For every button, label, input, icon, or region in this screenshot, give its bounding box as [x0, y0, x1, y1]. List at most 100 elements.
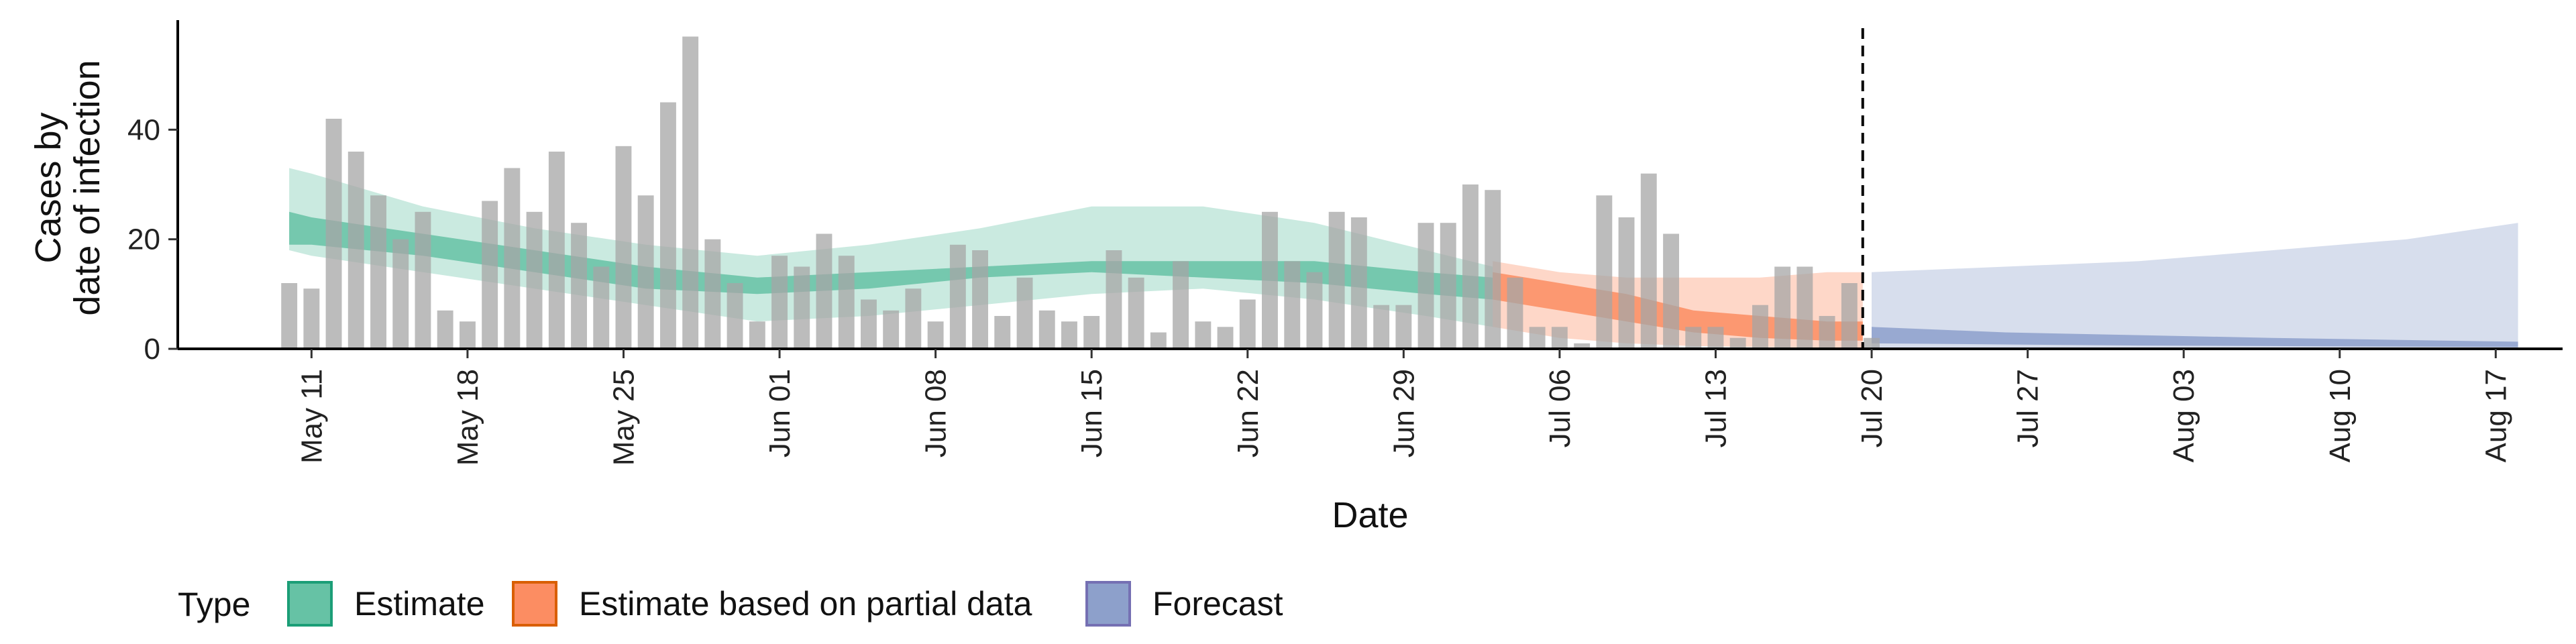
bar: [1685, 327, 1702, 349]
bar: [504, 168, 521, 349]
x-tick-label: Jun 15: [1075, 369, 1108, 458]
bar: [1819, 316, 1835, 349]
x-tick-label: Jul 06: [1544, 369, 1576, 447]
legend-item-label: Forecast: [1152, 585, 1283, 623]
bar: [749, 321, 765, 349]
bar: [1038, 310, 1055, 349]
bar: [1707, 327, 1724, 349]
bar: [1128, 277, 1144, 349]
bar: [1106, 250, 1122, 349]
bar: [1284, 261, 1301, 349]
bar: [1061, 321, 1077, 349]
bar: [816, 233, 833, 349]
bar: [1173, 261, 1189, 349]
band-inner-1: [1493, 272, 1863, 341]
bar: [615, 146, 632, 350]
bar: [1195, 321, 1212, 349]
bar: [1083, 316, 1100, 349]
legend-item-label: Estimate based on partial data: [579, 585, 1032, 623]
x-tick-label: Jun 08: [920, 369, 953, 458]
bar: [771, 256, 788, 349]
x-tick-label: Aug 17: [2479, 369, 2512, 462]
bar: [1417, 223, 1434, 349]
bar: [437, 310, 453, 349]
bar: [704, 239, 721, 349]
bar: [392, 239, 409, 349]
bar: [281, 283, 298, 349]
bar: [994, 316, 1011, 349]
x-tick-label: Jun 22: [1232, 369, 1265, 458]
bar: [794, 266, 810, 349]
bar: [1462, 184, 1479, 349]
x-axis-title: Date: [1332, 495, 1408, 535]
bar: [325, 119, 342, 349]
legend-title: Type: [178, 586, 250, 623]
x-tick-label: May 25: [607, 369, 640, 466]
x-tick-label: Jun 01: [763, 369, 796, 458]
band-outer-2: [1872, 223, 2518, 349]
bar: [571, 223, 587, 349]
legend: Type Estimate Estimate based on partial da…: [178, 581, 1283, 627]
bar: [1752, 305, 1768, 349]
band-inner-2: [1872, 327, 2518, 347]
bar: [1774, 266, 1791, 349]
y-axis-title-line: Cases by: [28, 112, 68, 263]
bar: [1485, 190, 1501, 349]
bar: [1841, 283, 1858, 349]
band-inner-0: [289, 211, 1493, 300]
x-tick-label: Jun 29: [1387, 369, 1420, 458]
bar: [1507, 277, 1523, 349]
bar: [972, 250, 988, 349]
uncertainty-bands: [289, 168, 2518, 349]
bar: [1328, 211, 1345, 349]
bar: [347, 152, 364, 349]
bar: [1663, 233, 1679, 349]
y-tick-label: 40: [127, 113, 160, 146]
bar: [861, 299, 877, 349]
bar: [1729, 337, 1746, 349]
bar: [1596, 195, 1613, 349]
bar: [927, 321, 944, 349]
bar: [727, 283, 743, 349]
legend-swatch: [1085, 581, 1131, 627]
bar: [370, 195, 386, 349]
bar: [1574, 343, 1591, 349]
bar: [883, 310, 900, 349]
legend-swatch: [287, 581, 333, 627]
bar: [460, 321, 476, 349]
bar: [303, 288, 320, 349]
x-tick-label: Jul 27: [2012, 369, 2045, 447]
bar: [682, 36, 699, 349]
x-tick-label: Aug 03: [2167, 369, 2200, 462]
bar: [905, 288, 922, 349]
bar: [593, 266, 610, 349]
y-tick-label: 20: [127, 223, 160, 256]
legend-swatch: [512, 581, 557, 627]
bar: [1373, 305, 1390, 349]
bar: [637, 195, 654, 349]
x-tick-label: Jul 13: [1699, 369, 1732, 447]
bar: [415, 211, 431, 349]
bar: [548, 152, 565, 349]
x-tick-label: May 18: [451, 369, 484, 466]
x-tick-label: May 11: [295, 369, 328, 464]
bar: [1262, 211, 1278, 349]
bar: [1016, 277, 1033, 349]
bar: [1551, 327, 1568, 349]
bar: [1217, 327, 1234, 349]
bar: [1150, 332, 1167, 349]
bar: [1306, 272, 1323, 349]
bar: [482, 201, 498, 349]
y-axis-title: Cases bydate of infection: [28, 60, 107, 315]
y-tick-label: 0: [144, 333, 160, 366]
bar: [1796, 266, 1813, 349]
x-tick-label: Jul 20: [1856, 369, 1888, 447]
y-axis-title-line: date of infection: [67, 60, 107, 315]
bar: [1239, 299, 1256, 349]
legend-item-label: Estimate: [354, 585, 485, 623]
bar: [1350, 217, 1367, 349]
bar: [1640, 173, 1657, 349]
case-bars: [281, 36, 1880, 350]
bar: [1440, 223, 1456, 349]
